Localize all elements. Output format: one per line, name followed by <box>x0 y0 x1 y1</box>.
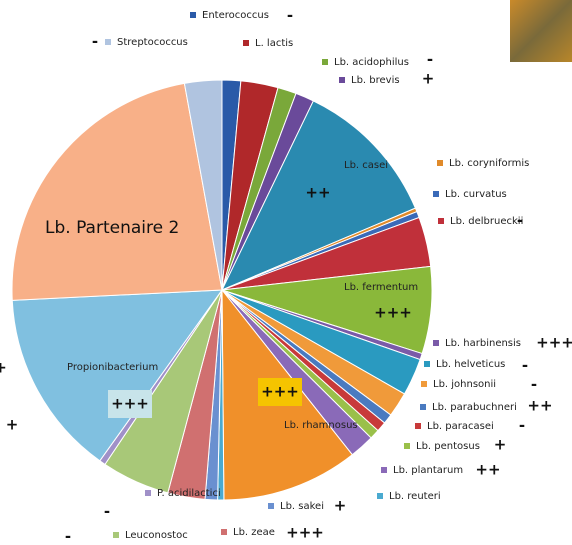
label-marker <box>421 381 427 387</box>
activity-note: +++ <box>261 383 299 401</box>
label-marker <box>243 40 249 46</box>
slice-label: Lb. casei <box>344 160 388 171</box>
activity-note: - <box>427 51 433 69</box>
label-marker <box>438 218 444 224</box>
label-marker <box>55 364 61 370</box>
slice-label: P. acidilactici <box>157 488 221 499</box>
label-marker <box>105 39 111 45</box>
slice-label: Lb. fermentum <box>344 282 418 293</box>
activity-note: - <box>92 33 98 51</box>
label-marker <box>424 361 430 367</box>
slice-label: Lb. curvatus <box>445 189 507 200</box>
slice-label: Propionibacterium <box>67 362 158 373</box>
label-marker <box>190 12 196 18</box>
slice-label: Lb. delbrueckii <box>450 216 523 227</box>
label-marker <box>433 340 439 346</box>
label-marker <box>339 77 345 83</box>
activity-note: + <box>494 436 507 454</box>
label-marker <box>221 529 227 535</box>
slice-label: Lb. zeae <box>233 527 275 538</box>
slice-label: Lb. reuteri <box>389 491 441 502</box>
slice-label: Lb. pentosus <box>416 441 480 452</box>
slice-label: Leuconostoc <box>125 530 188 541</box>
activity-note: +++ <box>111 395 149 413</box>
label-marker <box>332 284 338 290</box>
activity-note: - <box>104 503 110 521</box>
activity-note: - <box>522 357 528 375</box>
slice-label: L. lactis <box>255 38 293 49</box>
chart: Enterococcus-L. lactisLb. acidophilus-Lb… <box>0 0 572 545</box>
slice-label: Lb. helveticus <box>436 359 505 370</box>
activity-note: - <box>531 376 537 394</box>
label-marker <box>381 467 387 473</box>
activity-note: + <box>422 70 435 88</box>
activity-note: ++ <box>475 461 500 479</box>
activity-note: + <box>334 497 347 515</box>
slice-label: Lb. sakei <box>280 501 324 512</box>
slice-label: Lb. harbinensis <box>445 338 521 349</box>
label-marker <box>145 490 151 496</box>
activity-note: +++ <box>374 304 412 322</box>
slice-label: Lb. brevis <box>351 75 400 86</box>
slice-label: Lb. rhamnosus <box>284 420 358 431</box>
label-marker <box>420 404 426 410</box>
label-marker <box>332 162 338 168</box>
slice-label: Lb. acidophilus <box>334 57 409 68</box>
slice-label: Lb. plantarum <box>393 465 463 476</box>
slice-label: Enterococcus <box>202 10 269 21</box>
slice-label: Lb. Partenaire 2 <box>45 218 179 238</box>
margin-note: + <box>6 416 19 434</box>
activity-note: +++ <box>536 334 572 352</box>
label-marker <box>433 191 439 197</box>
slice-label: Lb. coryniformis <box>449 158 529 169</box>
label-marker <box>437 160 443 166</box>
activity-note: +++ <box>286 524 324 542</box>
slice-label: Lb. johnsonii <box>433 379 496 390</box>
slice-label: Streptococcus <box>117 37 188 48</box>
label-marker <box>272 422 278 428</box>
margin-note: +++ <box>0 359 7 377</box>
activity-note: - <box>65 528 71 545</box>
slice-label: Lb. paracasei <box>427 421 494 432</box>
label-marker <box>268 503 274 509</box>
label-marker <box>415 423 421 429</box>
activity-note: - <box>287 7 293 25</box>
activity-note: - <box>519 417 525 435</box>
label-marker <box>113 532 119 538</box>
activity-note: - <box>517 212 523 230</box>
label-marker <box>322 59 328 65</box>
activity-note: ++ <box>527 397 552 415</box>
activity-note: ++ <box>305 184 330 202</box>
label-marker <box>404 443 410 449</box>
slice-label: Lb. parabuchneri <box>432 402 517 413</box>
photo <box>510 0 572 62</box>
label-marker <box>377 493 383 499</box>
